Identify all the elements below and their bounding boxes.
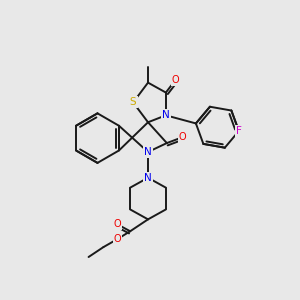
Text: F: F: [236, 126, 242, 136]
Text: N: N: [162, 110, 170, 120]
Text: O: O: [179, 132, 187, 142]
Text: O: O: [113, 234, 121, 244]
Text: N: N: [144, 173, 152, 183]
Text: O: O: [172, 75, 180, 85]
Text: N: N: [144, 147, 152, 157]
Text: S: S: [130, 98, 136, 107]
Text: O: O: [113, 219, 121, 229]
